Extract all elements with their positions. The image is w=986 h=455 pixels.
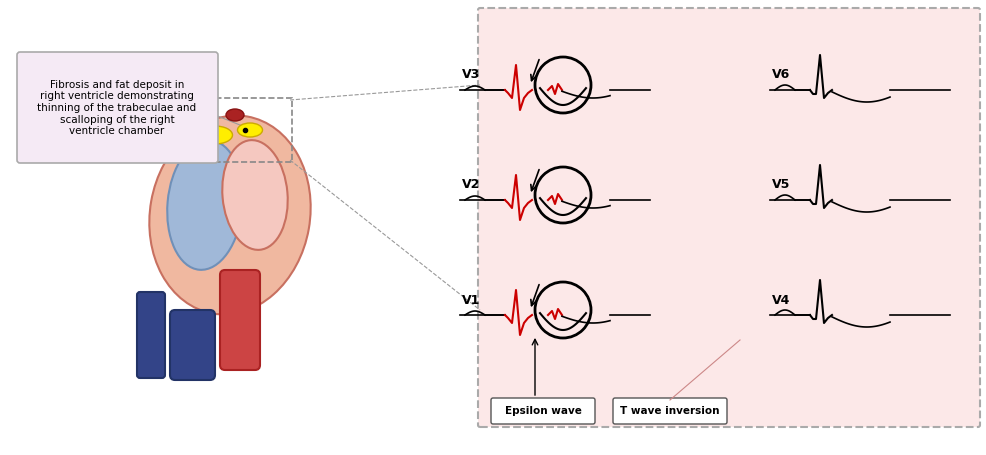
Ellipse shape — [149, 116, 311, 314]
Text: V6: V6 — [772, 69, 790, 81]
FancyBboxPatch shape — [137, 292, 165, 378]
Text: V1: V1 — [462, 293, 480, 307]
Text: Epsilon wave: Epsilon wave — [505, 406, 582, 416]
Ellipse shape — [197, 126, 233, 144]
Ellipse shape — [222, 140, 288, 250]
FancyBboxPatch shape — [170, 310, 215, 380]
Ellipse shape — [168, 140, 243, 270]
Text: Fibrosis and fat deposit in
right ventricle demonstrating
thinning of the trabec: Fibrosis and fat deposit in right ventri… — [37, 80, 196, 136]
FancyBboxPatch shape — [220, 270, 260, 370]
Ellipse shape — [238, 123, 262, 137]
FancyBboxPatch shape — [613, 398, 727, 424]
Text: V2: V2 — [462, 178, 480, 192]
Text: V3: V3 — [462, 69, 480, 81]
FancyBboxPatch shape — [491, 398, 595, 424]
Ellipse shape — [226, 109, 244, 121]
FancyBboxPatch shape — [17, 52, 218, 163]
FancyBboxPatch shape — [478, 8, 980, 427]
Text: T wave inversion: T wave inversion — [620, 406, 720, 416]
Text: V4: V4 — [772, 293, 791, 307]
Text: V5: V5 — [772, 178, 791, 192]
